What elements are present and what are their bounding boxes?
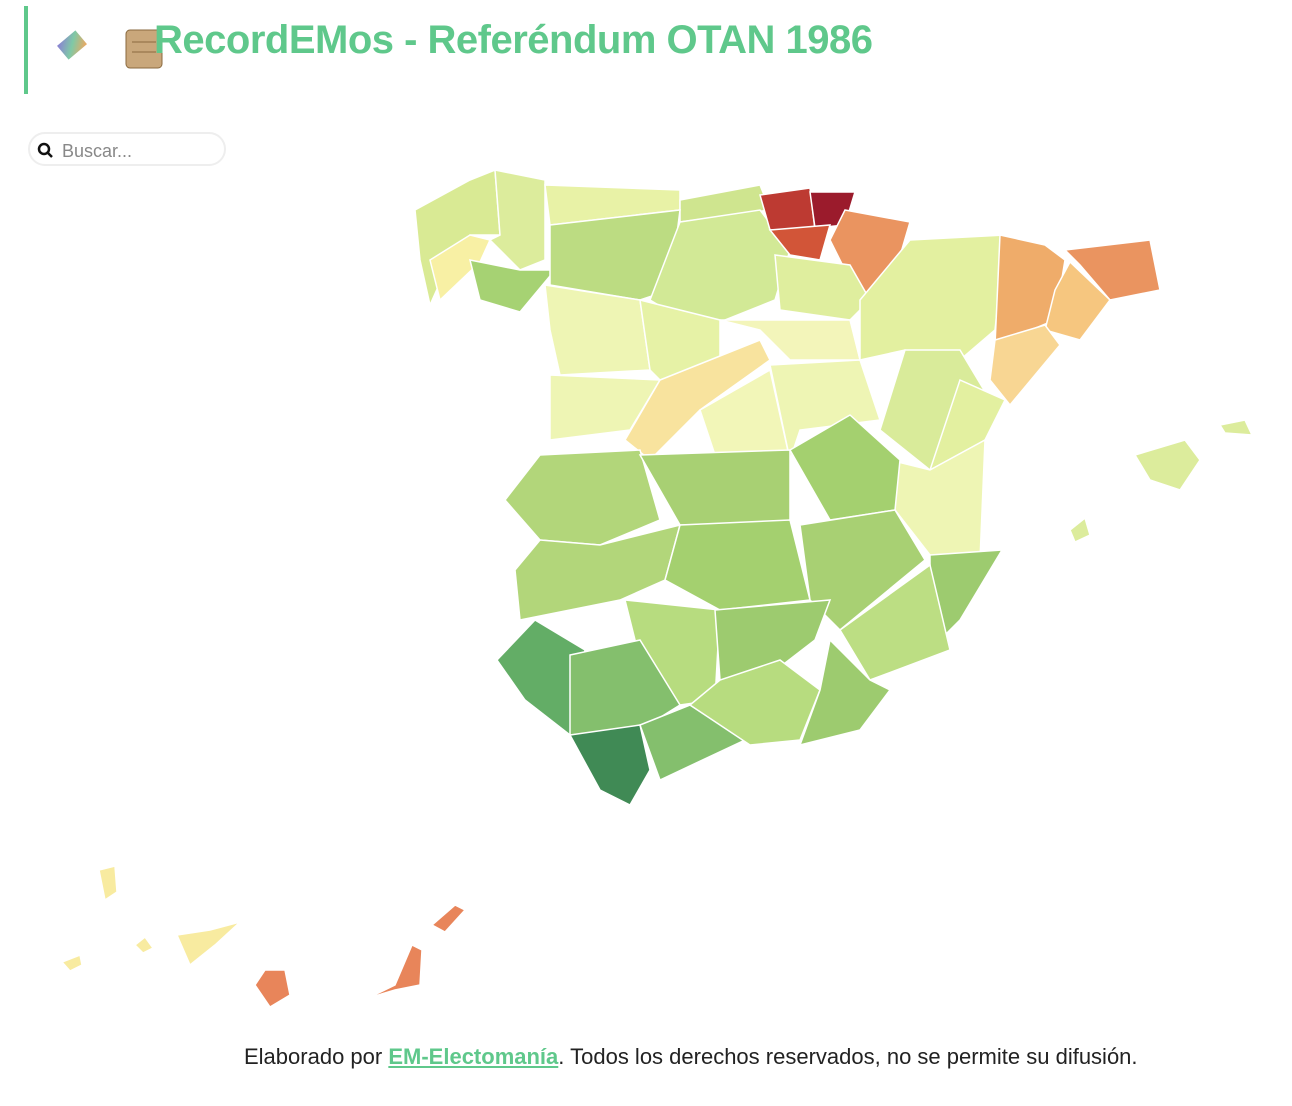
footer-logo bbox=[184, 1046, 240, 1102]
search-box[interactable]: Buscar... bbox=[28, 132, 226, 166]
footer-suffix: . Todos los derechos reservados, no se p… bbox=[558, 1044, 1138, 1069]
footer: Elaborado por EM-Electomanía. Todos los … bbox=[244, 1044, 1138, 1070]
provinces bbox=[60, 168, 1254, 1009]
title: RecordEMos - Referéndum OTAN 1986 bbox=[154, 18, 873, 62]
search-placeholder: Buscar... bbox=[62, 141, 133, 161]
header bbox=[24, 6, 928, 94]
logo bbox=[34, 12, 110, 88]
footer-link[interactable]: EM-Electomanía bbox=[388, 1044, 559, 1069]
scroll-icon bbox=[125, 29, 163, 69]
footer-prefix: Elaborado por bbox=[244, 1044, 383, 1069]
